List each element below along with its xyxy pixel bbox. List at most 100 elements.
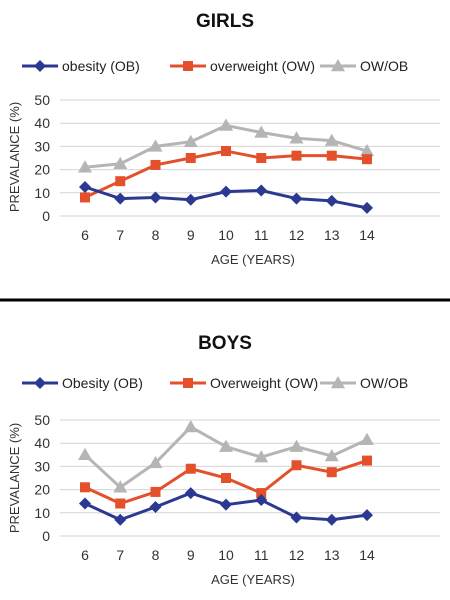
x-tick-label: 12 — [289, 547, 305, 563]
data-point — [290, 511, 303, 524]
data-point — [361, 509, 373, 522]
data-point — [360, 432, 374, 445]
data-point — [290, 192, 303, 205]
x-tick-label: 13 — [324, 547, 340, 563]
y-tick-label: 50 — [34, 412, 50, 428]
data-point — [362, 455, 372, 466]
data-point — [184, 193, 197, 206]
data-point — [361, 201, 373, 214]
data-point — [291, 150, 302, 161]
legend-item: OW/OB — [320, 58, 408, 74]
data-point — [114, 192, 127, 205]
x-tick-label: 10 — [218, 547, 234, 563]
legend-label: overweight (OW) — [210, 58, 315, 74]
y-tick-label: 10 — [34, 185, 50, 201]
data-point — [291, 460, 302, 471]
data-point — [326, 150, 337, 161]
data-point — [256, 488, 267, 499]
data-point — [256, 153, 267, 163]
x-tick-label: 8 — [152, 547, 160, 563]
y-tick-label: 0 — [42, 528, 50, 544]
series-ow-ob — [78, 118, 374, 173]
y-axis-label: PREVALANCE (%) — [7, 423, 22, 533]
legend: Obesity (OB) Overweight (OW) OW/OB — [22, 375, 408, 391]
data-point — [219, 118, 233, 131]
legend-marker — [183, 61, 193, 71]
x-tick-label: 6 — [81, 227, 89, 243]
legend-item: OW/OB — [320, 375, 408, 391]
legend-item: obesity (OB) — [22, 58, 140, 74]
series-obesity-ob — [79, 487, 373, 526]
data-point — [113, 480, 128, 493]
legend-marker — [183, 378, 193, 388]
data-point — [148, 455, 163, 469]
x-tick-label: 12 — [289, 227, 305, 243]
y-tick-label: 10 — [34, 505, 50, 521]
data-point — [78, 447, 92, 461]
data-point — [220, 185, 232, 198]
x-tick-label: 8 — [152, 227, 160, 243]
legend-item: Overweight (OW) — [170, 375, 318, 391]
chart-title: GIRLS — [196, 11, 254, 32]
x-tick-labels: 6 7 8 9 10 11 12 13 14 — [81, 547, 375, 563]
data-point — [185, 463, 196, 474]
legend-marker — [34, 377, 46, 389]
data-point — [326, 467, 337, 478]
data-point — [149, 501, 162, 513]
x-tick-label: 14 — [359, 547, 375, 563]
data-point — [183, 419, 198, 433]
y-tick-label: 20 — [34, 482, 50, 498]
data-point — [79, 497, 91, 510]
data-point — [113, 156, 128, 170]
y-tick-label: 30 — [34, 138, 50, 154]
series-obesity-ob — [79, 181, 373, 214]
series-group — [78, 419, 374, 526]
data-point — [80, 192, 90, 203]
legend: obesity (OB) overweight (OW) OW/OB — [22, 58, 408, 74]
data-point — [289, 439, 304, 452]
data-point — [362, 154, 372, 165]
legend-label: obesity (OB) — [62, 58, 140, 74]
y-tick-labels: 0 10 20 30 40 50 — [34, 92, 50, 224]
data-point — [360, 144, 374, 157]
series-group — [78, 118, 374, 214]
legend-label: OW/OB — [360, 375, 408, 391]
legend-item: Obesity (OB) — [22, 375, 143, 391]
x-tick-labels: 6 7 8 9 10 11 12 13 14 — [81, 227, 375, 243]
data-point — [183, 134, 198, 148]
y-axis-label: PREVALANCE (%) — [7, 102, 22, 212]
x-tick-label: 7 — [116, 227, 124, 243]
y-tick-label: 20 — [34, 162, 50, 178]
legend-label: OW/OB — [360, 58, 408, 74]
y-tick-label: 0 — [42, 208, 50, 224]
x-tick-label: 9 — [187, 547, 195, 563]
series-ow-ob — [78, 419, 374, 493]
x-axis-label: AGE (YEARS) — [211, 252, 295, 267]
data-point — [149, 191, 162, 204]
data-point — [289, 131, 304, 144]
series-overweight-ow — [80, 455, 372, 509]
y-tick-label: 40 — [34, 115, 50, 131]
data-point — [324, 448, 339, 462]
data-point — [221, 146, 231, 157]
data-point — [221, 473, 231, 483]
series-overweight-ow — [80, 146, 372, 203]
boys-chart: BOYS Obesity (OB) Overweight (OW) OW/OB 0 1… — [7, 333, 440, 587]
data-point — [325, 513, 338, 526]
y-tick-label: 40 — [34, 435, 50, 451]
y-tick-label: 50 — [34, 92, 50, 108]
data-point — [150, 486, 161, 497]
data-point — [185, 153, 196, 163]
data-point — [254, 125, 269, 138]
data-point — [219, 439, 233, 452]
data-point — [80, 482, 90, 493]
data-point — [150, 159, 161, 170]
data-point — [255, 494, 268, 507]
data-point — [255, 184, 268, 197]
data-point — [79, 181, 91, 193]
x-tick-label: 11 — [254, 227, 269, 243]
x-tick-label: 10 — [218, 227, 234, 243]
data-point — [115, 498, 126, 509]
data-point — [324, 133, 339, 146]
data-point — [220, 498, 232, 511]
